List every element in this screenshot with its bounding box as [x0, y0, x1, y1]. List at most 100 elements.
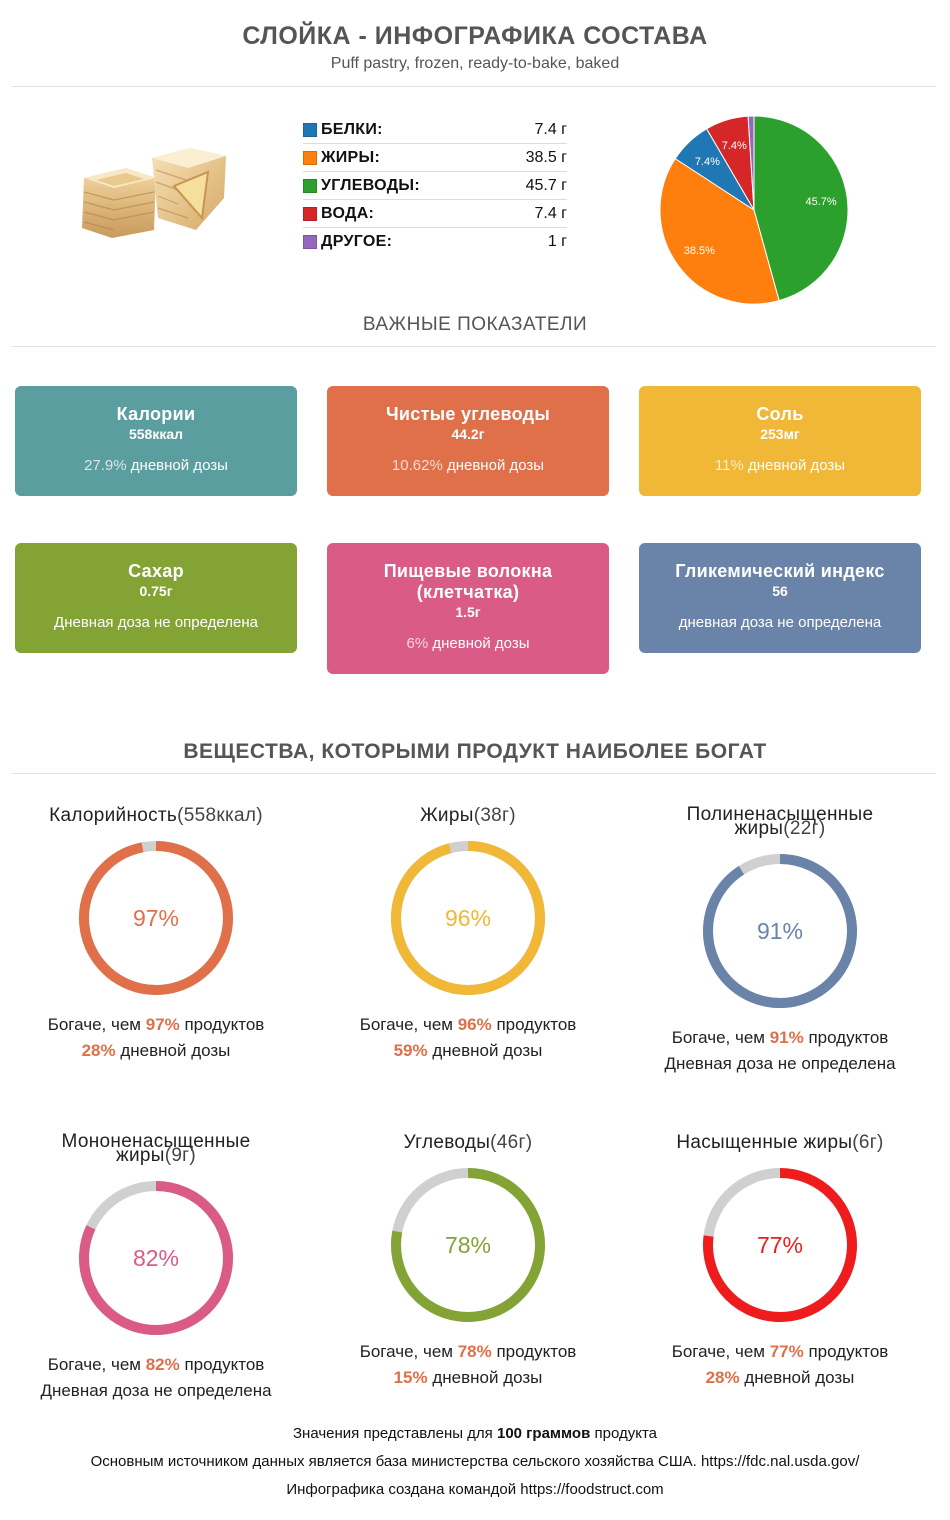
- ring-amount: (38г): [473, 805, 516, 826]
- ring-block-polyunsaturated-fat: Полиненасыщенные жиры(22г) 91% Богаче, ч…: [630, 805, 930, 1077]
- card-dv-percent: 6%: [406, 635, 429, 652]
- macro-row-water: ВОДА: 7.4 г: [303, 200, 567, 228]
- card-dv-percent: 10.62%: [391, 457, 443, 474]
- macro-label: ДРУГОЕ:: [321, 233, 393, 250]
- footer-values-note: Значения представлены для 100 граммов пр…: [0, 1425, 950, 1442]
- ring-chart: 96%: [391, 841, 545, 995]
- macro-row-protein: БЕЛКИ: 7.4 г: [303, 116, 567, 144]
- ring-percent-label: 96%: [445, 905, 491, 931]
- section-title-important: ВАЖНЫЕ ПОКАЗАТЕЛИ: [362, 314, 588, 335]
- section-title-rich: ВЕЩЕСТВА, КОТОРЫМИ ПРОДУКТ НАИБОЛЕЕ БОГА…: [183, 740, 767, 763]
- card-daily-value: дневная доза не определена: [639, 614, 921, 631]
- card-title: Калории: [116, 404, 196, 424]
- pie-slice-label: 7.4%: [695, 156, 720, 168]
- macro-label: ЖИРЫ:: [321, 148, 381, 166]
- card-value: 1.5г: [455, 604, 481, 620]
- card-dv-text: дневной дозы: [743, 457, 846, 474]
- ring-block-fat: Жиры(38г) 96% Богаче, чем 96% продуктов …: [318, 805, 618, 1064]
- ring-richer-pre: Богаче, чем: [47, 1355, 146, 1374]
- ring-dv-percent: 28%: [81, 1041, 116, 1060]
- other-swatch: [303, 235, 317, 249]
- ring-richer-text: Богаче, чем 77% продуктов: [630, 1339, 930, 1365]
- ring-richer-text: Богаче, чем 78% продуктов: [318, 1339, 618, 1365]
- puff-pastry-image: [82, 148, 226, 238]
- card-dv-text: Дневная доза не определена: [54, 614, 258, 631]
- ring-progress: [79, 841, 233, 995]
- ring-progress: [703, 854, 857, 1008]
- ring-richer-pre: Богаче, чем: [47, 1015, 146, 1034]
- ring-richer-post: продуктов: [491, 1015, 577, 1034]
- macro-value: 1 г: [547, 233, 567, 250]
- card-dv-text: дневной дозы: [428, 635, 530, 652]
- card-calories: Калории 558ккал 27.9% дневной дозы: [15, 386, 297, 496]
- ring-progress: [79, 1181, 233, 1335]
- ring-title: Мононенасыщенные жиры(9г): [6, 1132, 306, 1176]
- protein-swatch: [303, 122, 317, 137]
- ring-dv-text: Дневная доза не определена: [40, 1381, 272, 1400]
- ring-chart: 97%: [79, 841, 233, 995]
- ring-richer-pre: Богаче, чем: [359, 1015, 458, 1034]
- card-value: 558ккал: [128, 426, 184, 442]
- ring-chart: 77%: [703, 1168, 857, 1322]
- ring-percent-label: 77%: [757, 1232, 803, 1258]
- divider: [12, 346, 936, 347]
- ring-title: Углеводы(46г): [318, 1132, 618, 1163]
- card-sugar: Сахар 0.75г Дневная доза не определена: [15, 543, 297, 653]
- card-glycemic-index: Гликемический индекс 56 дневная доза не …: [639, 543, 921, 653]
- footer-credits: Инфографика создана командой https://foo…: [286, 1481, 664, 1498]
- ring-percent-label: 97%: [133, 905, 179, 931]
- macro-value: 45.7 г: [525, 176, 567, 194]
- macro-label: ВОДА:: [321, 204, 375, 222]
- ring-richer-percent: 97%: [145, 1015, 180, 1034]
- ring-richer-post: продуктов: [803, 1342, 889, 1361]
- macro-row-carbs: УГЛЕВОДЫ: 45.7 г: [303, 172, 567, 200]
- ring-chart: 91%: [703, 854, 857, 1008]
- pie-slice-label: 38.5%: [684, 245, 715, 257]
- divider: [12, 773, 936, 774]
- footer-source: Основным источником данных является база…: [90, 1453, 860, 1470]
- ring-richer-percent: 96%: [457, 1015, 492, 1034]
- card-value: 0.75г: [139, 583, 173, 599]
- ring-percent-label: 82%: [133, 1245, 179, 1271]
- footer-text: Значения представлены для: [292, 1425, 497, 1442]
- ring-name: Полиненасыщенные жиры: [686, 804, 874, 839]
- ring-richer-percent: 78%: [457, 1342, 492, 1361]
- ring-name: Насыщенные жиры: [676, 1132, 853, 1153]
- ring-richer-text: Богаче, чем 91% продуктов: [630, 1025, 930, 1051]
- ring-block-carbs: Углеводы(46г) 78% Богаче, чем 78% продук…: [318, 1132, 618, 1391]
- ring-richer-post: продуктов: [491, 1342, 577, 1361]
- ring-richer-post: продуктов: [803, 1028, 889, 1047]
- card-net-carbs: Чистые углеводы 44.2г 10.62% дневной доз…: [327, 386, 609, 496]
- ring-richer-text: Богаче, чем 82% продуктов: [6, 1352, 306, 1378]
- page-title: СЛОЙКА - ИНФОГРАФИКА СОСТАВА: [242, 22, 708, 50]
- card-dv-percent: 11%: [714, 457, 744, 474]
- ring-daily-text: Дневная доза не определена: [6, 1378, 306, 1404]
- ring-daily-text: Дневная доза не определена: [630, 1051, 930, 1077]
- ring-amount: (558ккал): [177, 805, 263, 826]
- card-value: 44.2г: [451, 426, 485, 442]
- ring-chart: 78%: [391, 1168, 545, 1322]
- ring-block-calories: Калорийность(558ккал) 97% Богаче, чем 97…: [6, 805, 306, 1064]
- ring-daily-text: 15% дневной дозы: [318, 1365, 618, 1391]
- ring-amount: (9г): [164, 1145, 197, 1166]
- macro-label: УГЛЕВОДЫ:: [321, 176, 421, 194]
- ring-richer-pre: Богаче, чем: [671, 1342, 770, 1361]
- pie-slice: [659, 157, 780, 305]
- ring-amount: (46г): [490, 1132, 533, 1153]
- ring-chart: 82%: [79, 1181, 233, 1335]
- ring-progress: [703, 1168, 857, 1322]
- ring-dv-text: Дневная доза не определена: [664, 1054, 896, 1073]
- ring-dv-percent: 59%: [393, 1041, 428, 1060]
- ring-name: Мононенасыщенные жиры: [61, 1131, 251, 1166]
- card-title: Соль: [756, 404, 804, 424]
- card-fiber: Пищевые волокна (клетчатка) 1.5г 6% днев…: [327, 543, 609, 674]
- macros-table: БЕЛКИ: 7.4 г ЖИРЫ: 38.5 г УГЛЕВОДЫ: 45.7…: [303, 116, 567, 256]
- ring-dv-percent: 28%: [705, 1368, 740, 1387]
- ring-percent-label: 78%: [445, 1232, 491, 1258]
- page-subtitle: Puff pastry, frozen, ready-to-bake, bake…: [330, 55, 620, 72]
- macro-row-fat: ЖИРЫ: 38.5 г: [303, 144, 567, 172]
- ring-percent-label: 91%: [757, 918, 803, 944]
- card-dv-text: дневная доза не определена: [678, 614, 882, 631]
- ring-title: Калорийность(558ккал): [6, 805, 306, 836]
- ring-dv-text: дневной дозы: [427, 1041, 543, 1060]
